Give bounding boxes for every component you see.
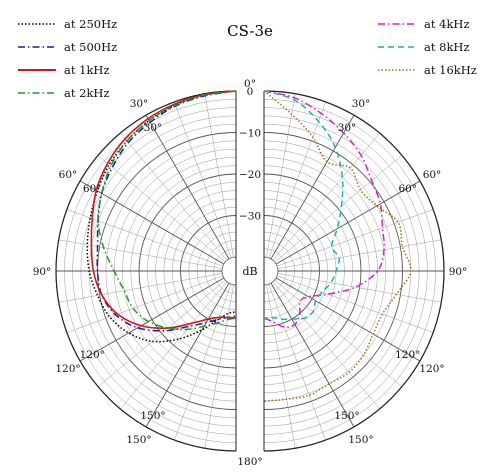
- grid-inner-ring: [221, 256, 237, 286]
- grid-inner-ring: [263, 256, 279, 286]
- angle-tick-label: 150°: [126, 434, 151, 446]
- angle-tick-label-inner: 60°: [83, 183, 102, 195]
- grid-spoke: [204, 284, 234, 449]
- grid-spoke: [275, 277, 421, 362]
- grid-spoke: [270, 282, 355, 428]
- legend: at 250Hz at 500Hz at 1kHz at 2kHz at 4kHz at …: [18, 17, 477, 100]
- angle-tick-label-inner: 120°: [80, 349, 105, 361]
- radial-tick-label: −10: [239, 128, 261, 140]
- radial-tick-label: −20: [239, 169, 261, 181]
- grid-spoke: [277, 239, 442, 269]
- grid-spoke: [204, 93, 234, 258]
- grid-spoke: [97, 279, 226, 387]
- series-line-at-1khz: [90, 90, 237, 329]
- series-line-at-16khz: [263, 90, 412, 402]
- legend-label: at 250Hz: [64, 17, 117, 31]
- radial-unit-label: dB: [242, 265, 257, 278]
- grid-spoke: [58, 273, 223, 303]
- grid-spoke: [277, 209, 434, 267]
- angle-tick-label-inner: 120°: [395, 349, 420, 361]
- grid-spoke: [268, 101, 326, 258]
- legend-label: at 2kHz: [64, 86, 110, 100]
- grid-spoke: [266, 284, 296, 449]
- angle-tick-label: 120°: [55, 363, 80, 375]
- grid-spoke: [66, 275, 223, 333]
- radial-tick-label: 0: [247, 86, 254, 98]
- angle-tick-label-inner: 60°: [398, 183, 417, 195]
- grid-spoke: [266, 93, 296, 258]
- grid-spoke: [272, 281, 380, 410]
- grid-spoke: [174, 284, 232, 441]
- series-line-at-8khz: [263, 90, 344, 321]
- grid-spoke: [120, 132, 228, 261]
- radial-tick-label: −30: [239, 211, 261, 223]
- legend-label: at 8kHz: [424, 40, 470, 54]
- angle-tick-label: 120°: [419, 363, 444, 375]
- angle-tick-label: 150°: [348, 434, 373, 446]
- grid-spoke: [79, 180, 225, 265]
- grid-spoke: [272, 132, 380, 261]
- grid-spoke: [174, 101, 232, 258]
- outer-ring: [55, 90, 237, 452]
- angle-tick-label: 90°: [33, 266, 52, 278]
- outer-ring: [263, 90, 445, 452]
- grid-spoke: [270, 114, 355, 260]
- angle-tick-label-inner: 150°: [140, 410, 165, 422]
- polar-curves: [86, 90, 412, 402]
- angle-tick-label: 90°: [449, 266, 468, 278]
- angle-tick-label: 30°: [352, 98, 371, 110]
- angle-tick-label: 60°: [59, 169, 78, 181]
- grid-spoke: [268, 284, 326, 441]
- series-line-at-2khz: [97, 90, 237, 331]
- legend-label: at 16kHz: [424, 63, 477, 77]
- chart-title: CS-3e: [227, 22, 273, 40]
- angle-tick-label: 0°: [244, 78, 256, 90]
- angle-tick-label: 60°: [423, 169, 442, 181]
- angle-tick-label: 30°: [130, 98, 149, 110]
- angle-tick-label-inner: 30°: [144, 122, 163, 134]
- legend-label: at 4kHz: [424, 17, 470, 31]
- grid-spoke: [277, 273, 442, 303]
- angle-tick-label-inner: 30°: [338, 122, 357, 134]
- grid-spoke: [145, 114, 230, 260]
- series-line-at-4khz: [263, 90, 385, 328]
- grid-spoke: [58, 239, 223, 269]
- legend-label: at 500Hz: [64, 40, 117, 54]
- grid-spoke: [274, 279, 403, 387]
- grid-spoke: [79, 277, 225, 362]
- grid-spoke: [274, 155, 403, 263]
- series-line-at-250hz: [86, 90, 237, 343]
- grid-spoke: [97, 155, 226, 263]
- series-line-at-500hz: [96, 90, 237, 332]
- grid-spoke: [145, 282, 230, 428]
- angle-tick-label-inner: 150°: [334, 410, 359, 422]
- legend-label: at 1kHz: [64, 63, 110, 77]
- angle-tick-label: 180°: [237, 456, 262, 468]
- grid-spoke: [120, 281, 228, 410]
- tick-labels: 0 −10 −20 −30 0° 30° 30° 30° 30° 60° 60° 60° 60° 90° 9…: [33, 78, 468, 468]
- grid-spoke: [275, 180, 421, 265]
- grid-spoke: [277, 275, 434, 333]
